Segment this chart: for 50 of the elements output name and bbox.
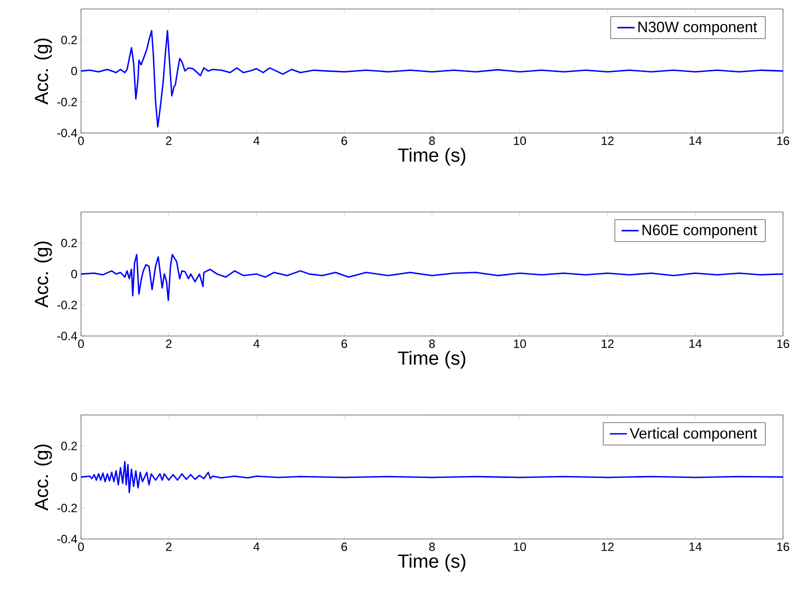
y-tick-label: 0.2 — [61, 238, 77, 248]
y-axis-title: Acc. (g) — [34, 444, 52, 511]
x-tick-label: 10 — [514, 542, 526, 552]
x-tick-label: 12 — [602, 340, 614, 348]
x-tick-label: 14 — [689, 136, 702, 145]
x-tick-label: 2 — [166, 136, 172, 145]
x-tick-label: 14 — [689, 340, 702, 348]
x-tick-label: 6 — [342, 542, 348, 552]
x-axis-title: Time (s) — [398, 554, 466, 572]
y-tick-label: 0 — [71, 270, 78, 278]
y-axis-title: Acc. (g) — [34, 38, 52, 105]
legend-label: N60E component — [642, 224, 758, 238]
y-tick-label: -0.4 — [57, 534, 78, 544]
x-tick-label: 4 — [253, 340, 260, 348]
x-tick-label: 12 — [602, 542, 614, 551]
x-tick-label: 2 — [166, 542, 172, 551]
y-tick-label: -0.4 — [57, 332, 78, 340]
x-tick-label: 2 — [166, 340, 172, 348]
y-tick-label: 0 — [71, 472, 78, 482]
x-tick-label: 6 — [342, 136, 348, 146]
x-tick-label: 6 — [342, 340, 348, 348]
x-tick-label: 16 — [777, 136, 790, 146]
y-tick-label: 0.2 — [61, 36, 77, 44]
x-axis-title: Time (s) — [398, 148, 466, 166]
x-tick-label: 8 — [429, 136, 435, 146]
x-axis-title: Time (s) — [398, 350, 466, 369]
y-tick-label: 0 — [71, 66, 78, 76]
legend-label: Vertical component — [630, 428, 758, 442]
x-tick-label: 0 — [78, 340, 84, 348]
x-tick-label: 4 — [253, 136, 260, 145]
y-tick-label: -0.4 — [57, 128, 78, 138]
x-tick-label: 0 — [78, 542, 84, 552]
x-tick-label: 14 — [689, 542, 702, 551]
x-tick-label: 12 — [602, 136, 614, 145]
y-tick-label: -0.2 — [57, 504, 77, 512]
x-tick-label: 8 — [429, 542, 435, 552]
y-tick-label: 0.2 — [61, 442, 77, 450]
x-tick-label: 4 — [253, 542, 260, 551]
x-tick-label: 0 — [78, 136, 84, 146]
line-series — [81, 460, 784, 494]
x-tick-label: 16 — [777, 340, 790, 348]
line-series — [81, 254, 784, 302]
x-tick-label: 10 — [514, 136, 526, 146]
y-tick-label: -0.2 — [57, 98, 77, 106]
y-tick-label: -0.2 — [57, 300, 77, 310]
y-axis-title: Acc. (g) — [34, 242, 52, 308]
x-tick-label: 8 — [429, 340, 435, 348]
x-tick-label: 16 — [777, 542, 790, 552]
legend-label: N30W component — [638, 22, 758, 36]
x-tick-label: 10 — [514, 340, 526, 348]
